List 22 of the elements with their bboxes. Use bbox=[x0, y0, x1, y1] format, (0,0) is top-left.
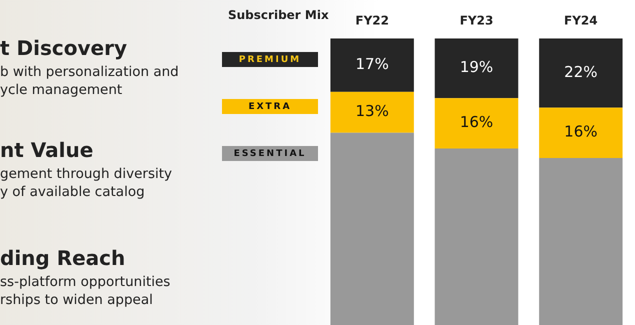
data-label: 13% bbox=[355, 102, 389, 120]
text: t Discovery bbox=[0, 36, 127, 60]
data-label: 16% bbox=[460, 113, 494, 132]
x-tick-label: FY22 bbox=[355, 13, 389, 28]
data-label: 19% bbox=[460, 58, 494, 76]
text: gement through diversity bbox=[0, 166, 172, 182]
x-tick-label: FY24 bbox=[564, 13, 598, 28]
chart-title: Subscriber Mix bbox=[228, 8, 329, 22]
data-label: 16% bbox=[564, 122, 598, 141]
data-label: 22% bbox=[564, 62, 598, 81]
text: nt Value bbox=[0, 138, 94, 162]
data-label: 17% bbox=[355, 55, 389, 74]
text: ss-platform opportunities bbox=[0, 274, 170, 290]
text: ESSENTIAL bbox=[222, 146, 318, 161]
text: ding Reach bbox=[0, 246, 126, 270]
text: ycle management bbox=[0, 82, 122, 98]
text: PREMIUM bbox=[222, 52, 318, 67]
text: b with personalization and bbox=[0, 64, 179, 80]
text: y of available catalog bbox=[0, 184, 145, 200]
text: EXTRA bbox=[222, 99, 318, 114]
x-tick-label: FY23 bbox=[460, 13, 494, 28]
text: rships to widen appeal bbox=[0, 292, 153, 308]
